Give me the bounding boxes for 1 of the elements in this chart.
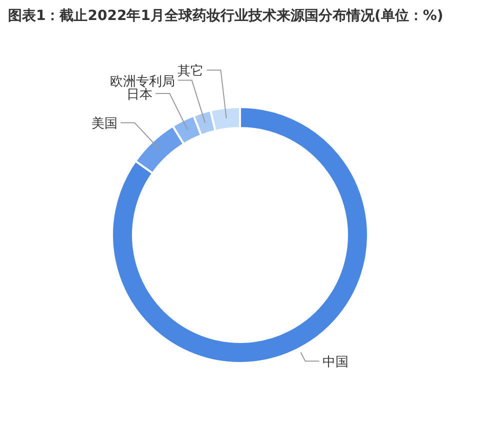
title: 图表1：截止2022年1月全球药妆行业技术来源国分布情况(单位：%): [8, 7, 444, 26]
